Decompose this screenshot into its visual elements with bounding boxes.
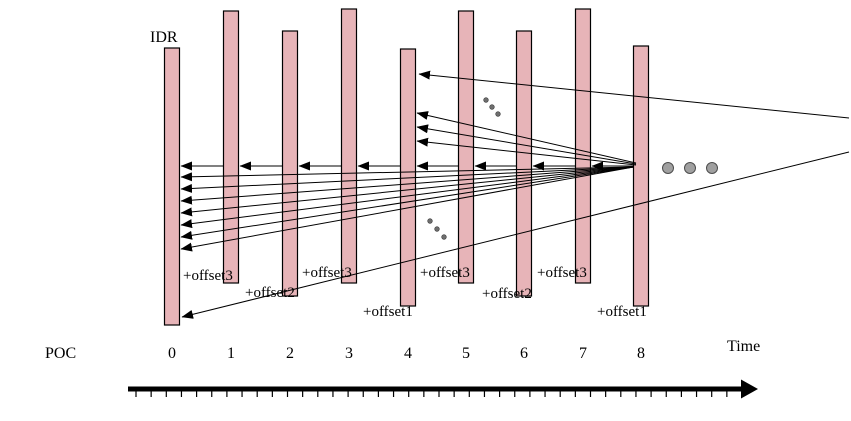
ellipsis-dot — [495, 111, 501, 117]
offset-label: +offset3 — [537, 265, 587, 281]
reference-arrow — [416, 111, 637, 164]
reference-arrow — [180, 166, 634, 182]
poc-number: 6 — [520, 345, 528, 362]
reference-arrow — [181, 151, 850, 319]
offset-label: +offset3 — [183, 268, 233, 284]
offset-label: +offset2 — [482, 286, 532, 302]
frame-bar-poc-6 — [515, 30, 533, 297]
offset-label: +offset1 — [597, 304, 647, 320]
time-axis-arrowhead-icon — [741, 379, 758, 399]
dots-layer — [427, 97, 718, 240]
ellipsis-dot — [434, 226, 440, 232]
frame-bar-poc-0 — [163, 47, 181, 326]
reference-arrow — [180, 166, 634, 252]
continuation-dot — [662, 162, 674, 174]
arrows-layer — [180, 70, 850, 319]
time-axis-label: Time — [727, 338, 760, 355]
offset-label: +offset2 — [245, 285, 295, 301]
poc-number: 7 — [579, 345, 587, 362]
reference-arrow — [180, 166, 634, 205]
frames-layer — [163, 8, 650, 326]
poc-number: 0 — [168, 345, 176, 362]
idr-label: IDR — [150, 29, 178, 46]
reference-arrow — [418, 70, 850, 119]
frame-bar-poc-1 — [222, 10, 240, 284]
ellipsis-dot — [427, 218, 433, 224]
ellipsis-dot — [489, 104, 495, 110]
labels-layer: IDR +offset3 +offset2 +offset3 +offset1 +offs… — [150, 29, 647, 320]
ellipsis-dot — [441, 234, 447, 240]
frame-bar-poc-7 — [574, 8, 592, 284]
continuation-dot — [706, 162, 718, 174]
reference-arrow — [416, 124, 637, 165]
poc-axis-label: POC — [45, 345, 76, 362]
frame-bar-poc-2 — [281, 30, 299, 297]
reference-arrow — [180, 166, 634, 229]
poc-number: 1 — [227, 345, 235, 362]
reference-arrow — [416, 137, 637, 166]
reference-arrow — [180, 166, 634, 217]
poc-number: 3 — [345, 345, 353, 362]
frame-bar-poc-3 — [340, 8, 358, 284]
poc-number: 2 — [286, 345, 294, 362]
poc-number: 4 — [404, 345, 412, 362]
offset-label: +offset3 — [420, 265, 470, 281]
reference-arrow — [180, 166, 634, 240]
offset-label: +offset1 — [363, 304, 413, 320]
offset-label: +offset3 — [302, 265, 352, 281]
axis-layer: POC 0 1 2 3 4 5 6 7 8 Time — [45, 338, 760, 399]
continuation-dot — [684, 162, 696, 174]
poc-number: 8 — [637, 345, 645, 362]
frame-bar-poc-8 — [632, 45, 650, 307]
ellipsis-dot — [483, 97, 489, 103]
poc-number: 5 — [462, 345, 470, 362]
reference-arrow — [180, 166, 634, 193]
